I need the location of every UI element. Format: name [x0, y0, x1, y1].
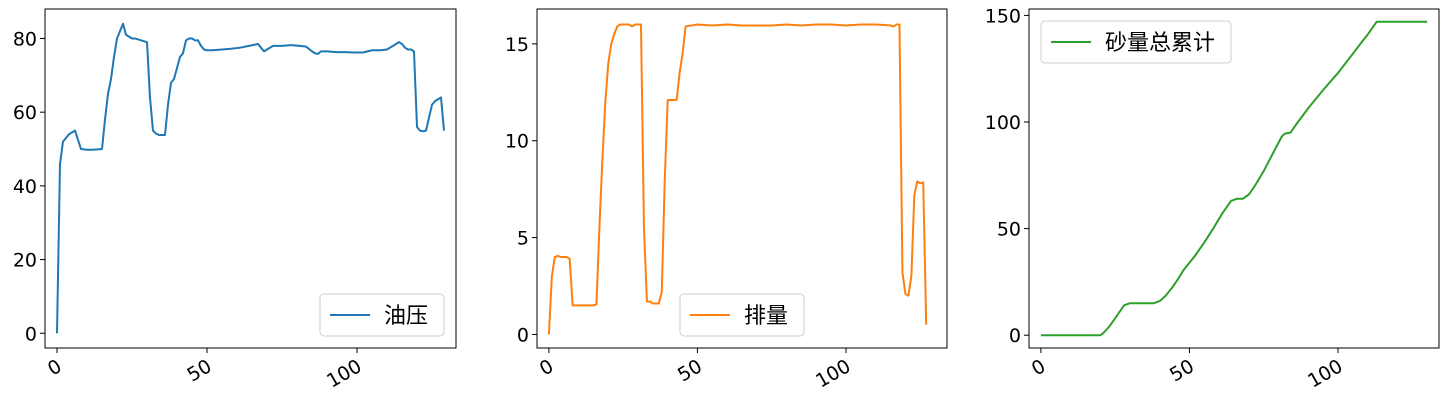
- series-line-2-0: [1040, 20, 1428, 337]
- series-line-0-0: [56, 22, 445, 334]
- legend-label: 砂量总累计: [1105, 31, 1215, 56]
- y-tick-label: 0: [1009, 325, 1021, 347]
- x-tick-label: 100: [812, 355, 854, 392]
- y-tick-label: 100: [985, 112, 1021, 134]
- x-tick-label: 0: [1028, 355, 1049, 380]
- chart-panel-flow-rate: 0 5 10 15 0 50 100 排量: [505, 8, 948, 392]
- x-tick-label: 0: [44, 355, 65, 380]
- legend-frame: [319, 293, 445, 337]
- y-tick-label: 80: [13, 28, 37, 50]
- legend-label: 排量: [744, 304, 788, 329]
- plot-frame: [536, 8, 948, 349]
- y-tick-label: 0: [517, 324, 529, 346]
- legend-frame: [679, 293, 805, 337]
- series-line-1-0: [547, 23, 928, 335]
- x-tick-label: 100: [323, 355, 365, 392]
- x-tick-label: 50: [674, 355, 706, 386]
- y-tick-label: 0: [25, 323, 37, 345]
- legend-frame: [1040, 20, 1232, 64]
- chart-panel-sand-cumulative: 0 50 100 150 0 50 100 砂量总累计: [985, 5, 1440, 392]
- legend: 排量: [679, 293, 805, 337]
- legend: 砂量总累计: [1040, 20, 1232, 64]
- x-tick-label: 50: [1166, 355, 1198, 386]
- y-tick-label: 10: [505, 131, 529, 153]
- y-tick-label: 50: [997, 219, 1021, 241]
- legend-label: 油压: [384, 304, 428, 329]
- y-tick-label: 150: [985, 5, 1021, 27]
- x-tick-label: 100: [1304, 355, 1346, 392]
- plot-frame: [44, 8, 457, 349]
- y-tick-label: 40: [13, 176, 37, 198]
- x-tick-label: 50: [184, 355, 216, 386]
- y-tick-label: 20: [13, 250, 37, 272]
- y-tick-label: 15: [505, 34, 529, 56]
- legend: 油压: [319, 293, 445, 337]
- plot-frame: [1028, 8, 1440, 349]
- y-tick-label: 60: [13, 102, 37, 124]
- x-tick-label: 0: [536, 355, 557, 380]
- y-tick-label: 5: [517, 228, 529, 250]
- chart-panel-oil-pressure: 0 20 40 60 80 0 50 100 油压: [13, 8, 457, 392]
